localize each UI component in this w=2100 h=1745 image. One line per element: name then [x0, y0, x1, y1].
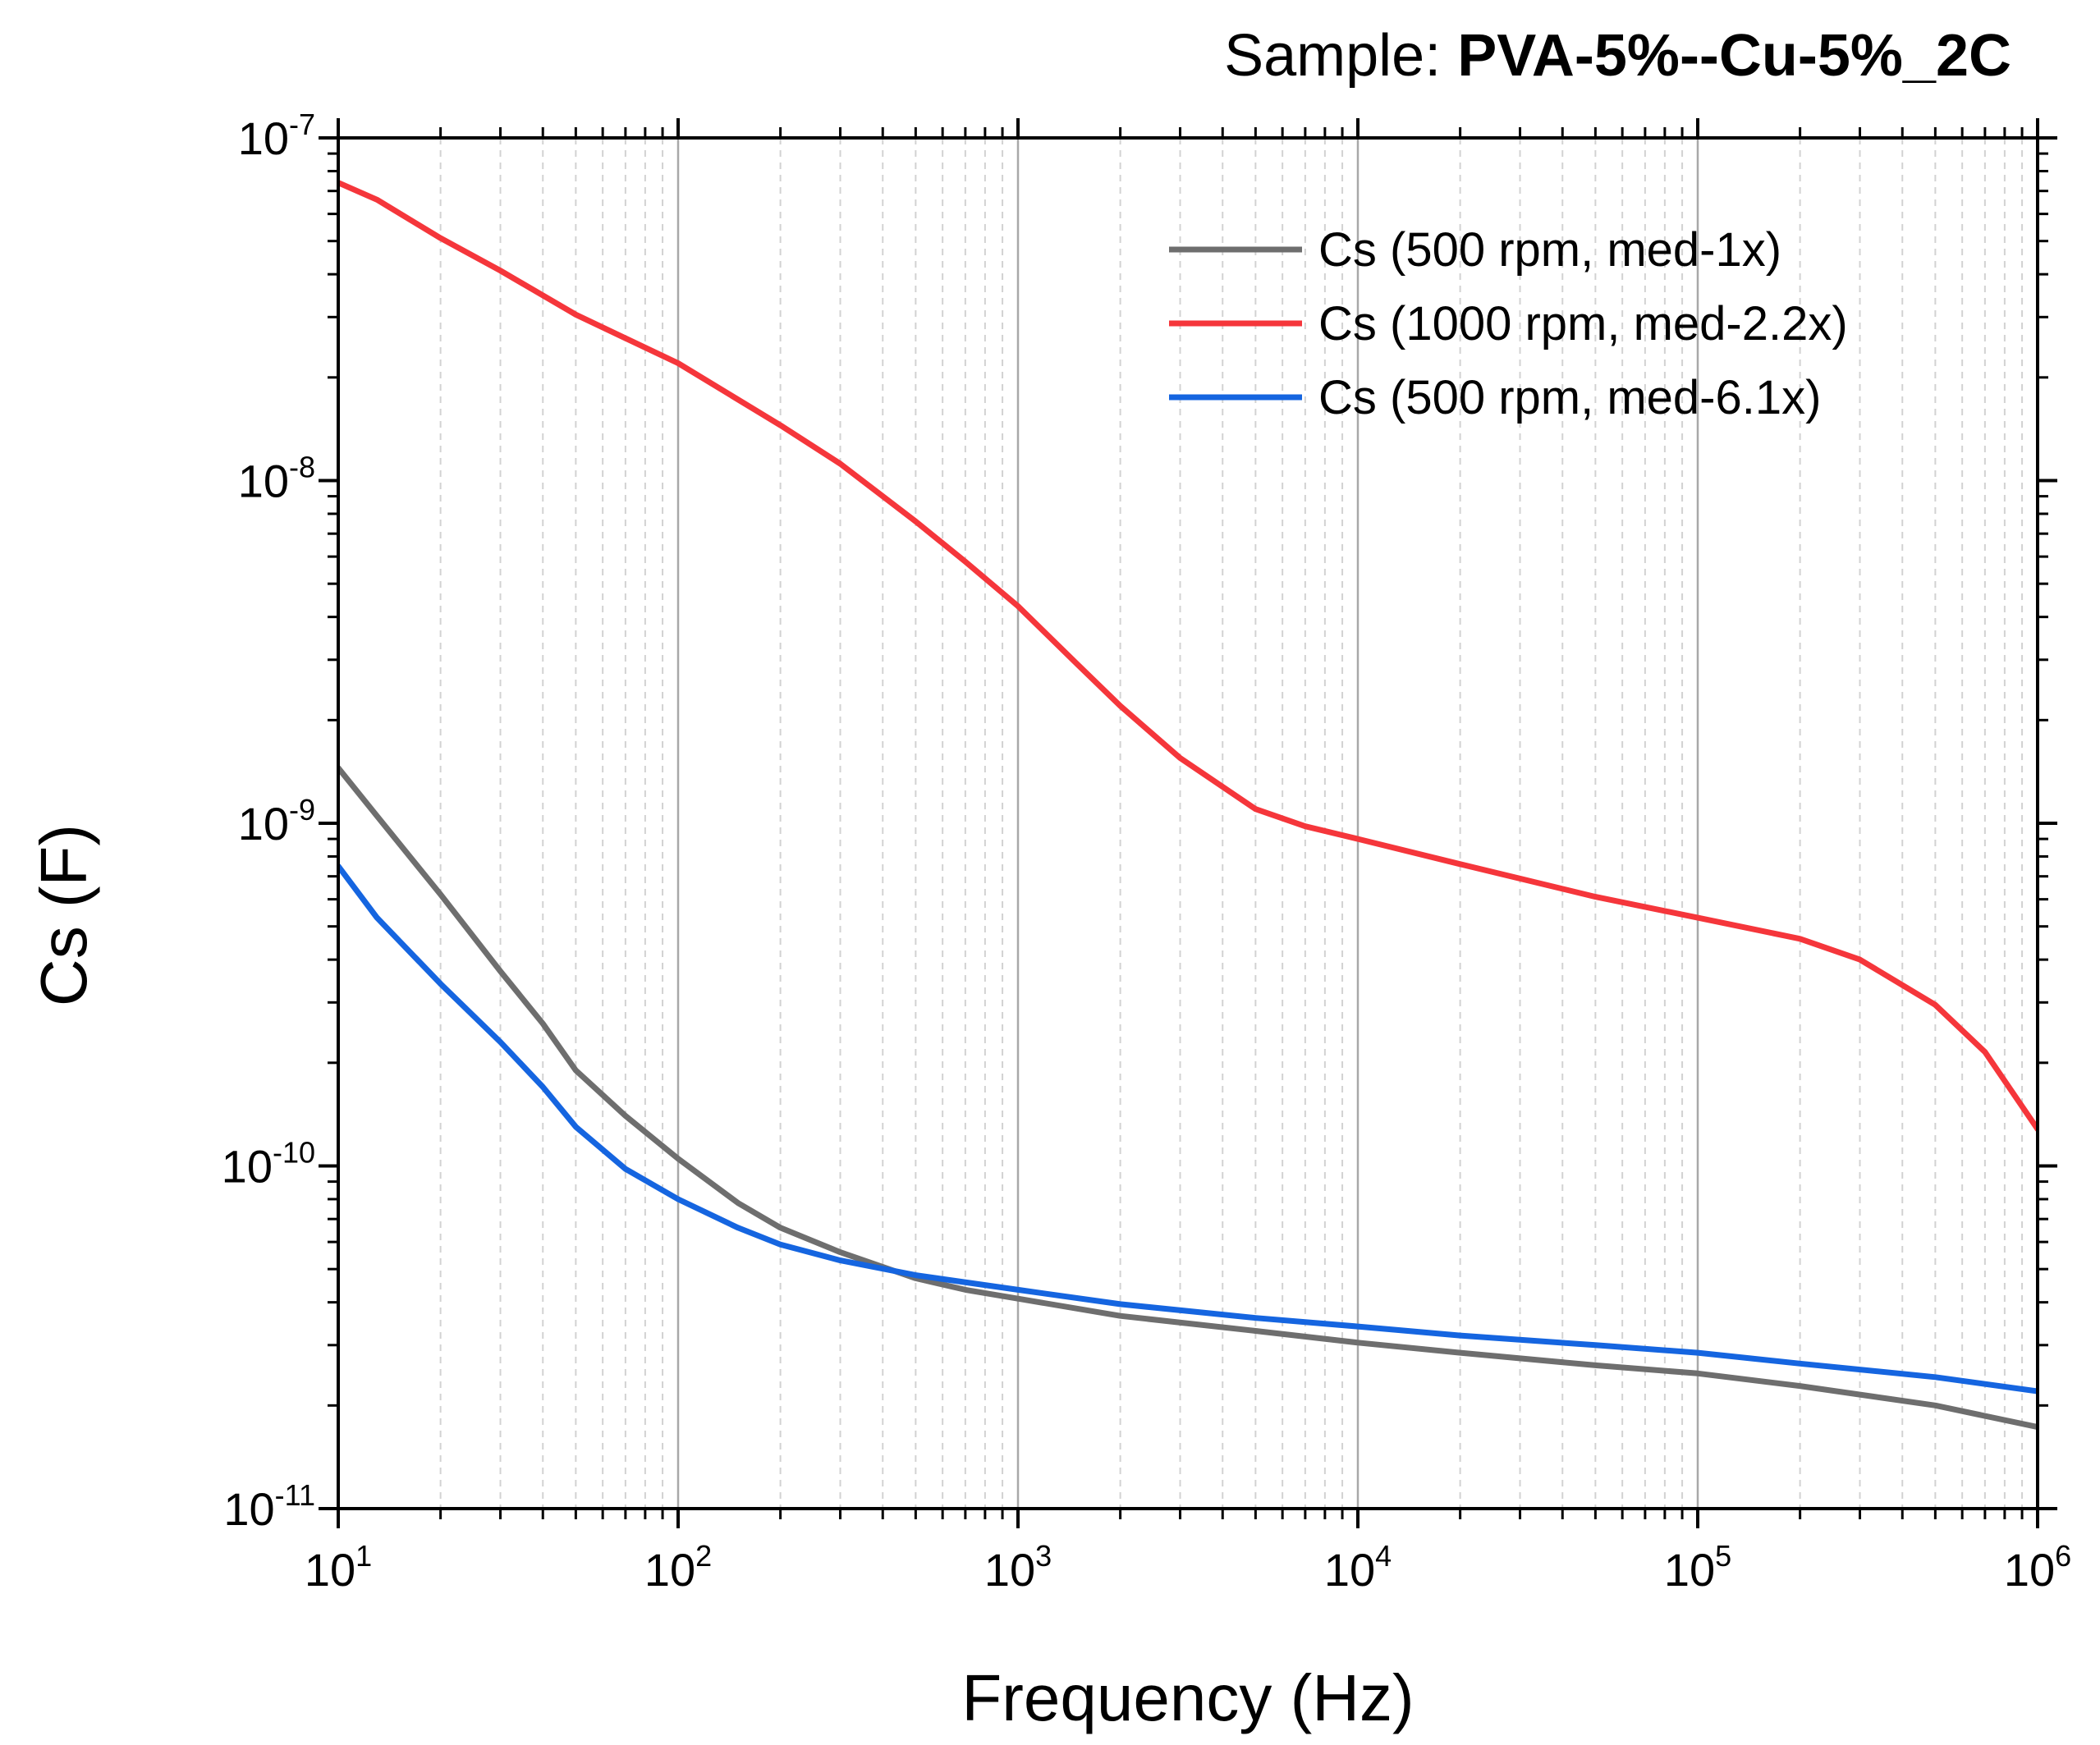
- x-tick-label-exponent: 2: [695, 1539, 712, 1573]
- x-tick-label-exponent: 6: [2055, 1539, 2071, 1573]
- y-tick-label-exponent: -9: [289, 793, 315, 827]
- x-tick-label: 105: [1664, 1539, 1731, 1596]
- legend: Cs (500 rpm, med-1x) Cs (1000 rpm, med-2.…: [1169, 223, 1848, 424]
- y-tick-label: 10-7: [238, 108, 315, 164]
- x-axis-title: Frequency (Hz): [961, 1661, 1414, 1734]
- y-tick-label-base: 10: [238, 798, 289, 850]
- y-tick-label: 10-11: [223, 1478, 315, 1535]
- y-tick-label: 10-9: [238, 793, 315, 850]
- x-tick-label-exponent: 5: [1715, 1539, 1731, 1573]
- x-tick-label-exponent: 1: [355, 1539, 372, 1573]
- x-tick-label-base: 10: [1664, 1544, 1715, 1596]
- legend-label-2: Cs (1000 rpm, med-2.2x): [1318, 297, 1848, 350]
- x-tick-label-exponent: 3: [1035, 1539, 1052, 1573]
- y-tick-label-base: 10: [238, 456, 289, 507]
- x-tick-label-base: 10: [1324, 1544, 1375, 1596]
- series-line-1: [338, 765, 2038, 1431]
- y-tick-label-base: 10: [222, 1141, 273, 1193]
- x-tick-label: 102: [644, 1539, 712, 1596]
- chart-title: Sample: PVA-5%--Cu-5%_2C: [1224, 23, 2011, 89]
- y-tick-label-exponent: -10: [273, 1136, 315, 1170]
- y-tick-label-exponent: -8: [289, 451, 315, 484]
- x-tick-label-base: 10: [984, 1544, 1035, 1596]
- x-tick-label: 104: [1324, 1539, 1392, 1596]
- x-tick-label-exponent: 4: [1375, 1539, 1392, 1573]
- y-axis-title: Cs (F): [27, 824, 100, 1006]
- series-line-2: [338, 180, 2038, 1133]
- y-tick-label: 10-10: [222, 1136, 315, 1193]
- legend-label-1: Cs (500 rpm, med-1x): [1318, 223, 1781, 277]
- y-tick-label: 10-8: [238, 451, 315, 507]
- x-tick-label-base: 10: [305, 1544, 355, 1596]
- x-tick-label-base: 10: [644, 1544, 695, 1596]
- x-tick-label: 101: [305, 1539, 372, 1596]
- x-tick-label: 103: [984, 1539, 1052, 1596]
- y-tick-label-base: 10: [223, 1483, 274, 1535]
- x-tick-label-base: 10: [2004, 1544, 2055, 1596]
- y-tick-label-exponent: -11: [275, 1478, 315, 1512]
- legend-label-3: Cs (500 rpm, med-6.1x): [1318, 371, 1821, 424]
- y-tick-label-exponent: -7: [289, 108, 315, 141]
- series-layer: [338, 180, 2038, 1431]
- x-tick-label: 106: [2004, 1539, 2071, 1596]
- y-tick-label-base: 10: [238, 112, 289, 164]
- series-line-3: [338, 863, 2038, 1395]
